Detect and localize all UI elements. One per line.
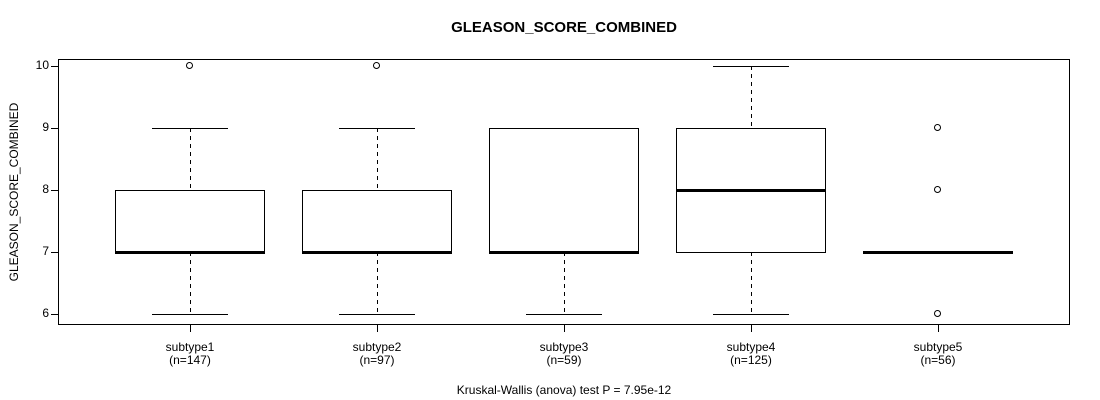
group-count: (n=97)	[359, 353, 395, 367]
y-axis-tick-label: 10	[35, 58, 49, 72]
y-axis-tick	[51, 314, 59, 315]
y-axis-tick	[51, 66, 59, 67]
stat-test-caption: Kruskal-Wallis (anova) test P = 7.95e-12	[456, 383, 672, 397]
median-line	[302, 251, 452, 254]
median-line	[863, 251, 1013, 254]
group-count: (n=59)	[546, 353, 582, 367]
upper-whisker-cap	[713, 66, 789, 67]
group-count: (n=147)	[169, 353, 211, 367]
upper-whisker-line	[377, 128, 378, 190]
y-axis-tick	[51, 190, 59, 191]
lower-whisker-line	[190, 252, 191, 314]
lower-whisker-cap	[152, 314, 228, 315]
y-axis-tick-label: 7	[42, 244, 49, 258]
x-axis-group-label: subtype1 (n=147)	[110, 341, 270, 367]
iqr-box	[302, 190, 452, 253]
x-axis-tick	[938, 324, 939, 332]
x-axis-tick	[377, 324, 378, 332]
upper-whisker-line	[751, 66, 752, 128]
outlier-point	[934, 124, 941, 131]
x-axis-group-label: subtype3 (n=59)	[484, 341, 644, 367]
upper-whisker-line	[190, 128, 191, 190]
y-axis-tick	[51, 252, 59, 253]
x-axis-tick	[564, 324, 565, 332]
outlier-point	[934, 186, 941, 193]
group-count: (n=56)	[920, 353, 956, 367]
y-axis-tick	[51, 128, 59, 129]
upper-whisker-cap	[152, 128, 228, 129]
upper-whisker-cap	[339, 128, 415, 129]
outlier-point	[186, 62, 193, 69]
x-axis-group-label: subtype4 (n=125)	[671, 341, 831, 367]
lower-whisker-line	[564, 252, 565, 314]
outlier-point	[373, 62, 380, 69]
y-axis-tick-label: 8	[42, 182, 49, 196]
lower-whisker-line	[377, 252, 378, 314]
x-axis-group-label: subtype5 (n=56)	[858, 341, 1018, 367]
plot-area: 6 7 8 9 10 subtype1 (n=147) subtype2 (n=97) subty…	[36, 58, 1070, 367]
group-count: (n=125)	[730, 353, 772, 367]
y-axis-tick-label: 9	[42, 120, 49, 134]
chart-title: GLEASON_SCORE_COMBINED	[451, 19, 677, 36]
group-name: subtype4	[726, 340, 776, 354]
lower-whisker-cap	[526, 314, 602, 315]
group-name: subtype2	[352, 340, 402, 354]
median-line	[489, 251, 639, 254]
x-axis-tick	[751, 324, 752, 332]
lower-whisker-line	[751, 252, 752, 314]
y-axis-tick-label: 6	[42, 306, 49, 320]
outlier-point	[934, 310, 941, 317]
lower-whisker-cap	[339, 314, 415, 315]
group-name: subtype3	[539, 340, 589, 354]
iqr-box	[115, 190, 265, 253]
x-axis-tick	[190, 324, 191, 332]
lower-whisker-cap	[713, 314, 789, 315]
median-line	[676, 189, 826, 192]
group-name: subtype1	[165, 340, 215, 354]
median-line	[115, 251, 265, 254]
x-axis-group-label: subtype2 (n=97)	[297, 341, 457, 367]
group-name: subtype5	[913, 340, 963, 354]
iqr-box	[489, 128, 639, 253]
